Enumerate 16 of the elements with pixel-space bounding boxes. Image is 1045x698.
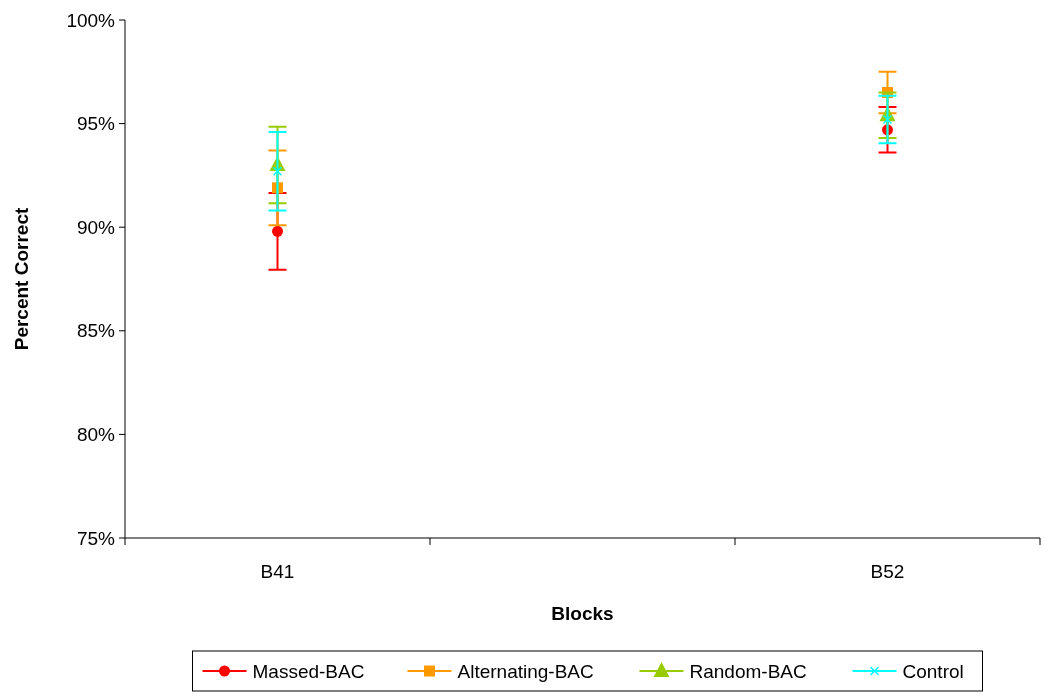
legend-label: Control xyxy=(902,660,964,682)
legend-label: Massed-BAC xyxy=(252,660,365,682)
x-tick-label: B52 xyxy=(870,561,905,582)
point xyxy=(272,166,283,177)
y-tick-label: 100% xyxy=(66,9,116,31)
y-axis-title: Percent Correct xyxy=(11,207,32,351)
y-tick-label: 90% xyxy=(76,216,116,238)
y-tick-label: 75% xyxy=(76,527,116,549)
y-tick-label: 95% xyxy=(76,113,116,135)
y-tick-label: 85% xyxy=(76,320,116,342)
y-tick-label: 80% xyxy=(76,424,116,446)
legend-label: Random-BAC xyxy=(689,660,807,682)
legend-label: Alternating-BAC xyxy=(457,660,594,682)
x-tick-label: B41 xyxy=(260,561,295,582)
x-axis-title: Blocks xyxy=(551,603,614,624)
point xyxy=(272,225,283,237)
